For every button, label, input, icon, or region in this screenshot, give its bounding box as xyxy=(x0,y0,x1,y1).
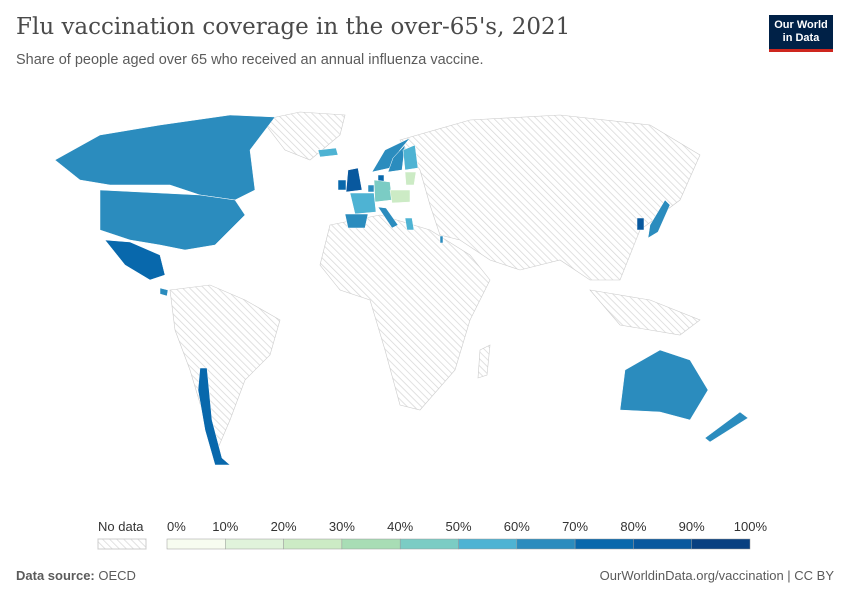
country-norway xyxy=(371,137,411,173)
legend-bin[interactable] xyxy=(574,538,634,550)
nodata-greenland xyxy=(261,111,346,161)
country-baltics xyxy=(404,171,417,186)
legend-bin[interactable] xyxy=(225,538,284,550)
legend-bin[interactable] xyxy=(516,538,576,550)
legend-tick-label: 30% xyxy=(329,519,355,534)
legend-no-data-swatch xyxy=(97,538,147,550)
world-map xyxy=(54,111,749,466)
legend-tick-label: 40% xyxy=(387,519,413,534)
country-new-zealand xyxy=(704,411,749,443)
country-israel xyxy=(439,235,444,244)
country-costa-rica xyxy=(159,287,169,297)
legend-tick-label: 10% xyxy=(212,519,238,534)
country-spain xyxy=(344,213,369,229)
source-value: OECD xyxy=(98,568,136,583)
legend-tick-label: 60% xyxy=(504,519,530,534)
legend-bin[interactable] xyxy=(166,538,226,550)
legend-bin[interactable] xyxy=(458,538,518,550)
legend-scale: No data 0% 10% 20% 30% 40% 50% 60% 70% 80% 90% 100… xyxy=(97,519,768,550)
nodata-madagascar xyxy=(477,344,491,379)
url-link[interactable]: OurWorldinData.org/vaccination | CC BY xyxy=(599,568,834,583)
nodata-se-asia xyxy=(589,289,701,336)
country-uk xyxy=(345,167,363,193)
legend-bin[interactable] xyxy=(341,538,401,550)
nodata-eurasia xyxy=(399,114,701,281)
country-france xyxy=(349,192,377,215)
country-ireland xyxy=(337,179,347,191)
chart-title: Flu vaccination coverage in the over-65'… xyxy=(16,14,571,40)
nodata-south-america xyxy=(169,284,281,456)
legend-tick-label: 100% xyxy=(734,519,768,534)
legend-tick-label: 0% xyxy=(167,519,186,534)
legend-tick-label: 70% xyxy=(562,519,588,534)
country-japan xyxy=(647,199,671,239)
source-label: Data source: xyxy=(16,568,95,583)
country-germany xyxy=(373,179,393,203)
country-finland xyxy=(402,144,419,171)
legend: No data 0% 10% 20% 30% 40% 50% 60% 70% 80% 90% 100… xyxy=(0,515,850,560)
legend-tick-label: 90% xyxy=(679,519,705,534)
legend-bin[interactable] xyxy=(283,538,343,550)
country-netherlands xyxy=(367,184,375,193)
country-usa xyxy=(99,189,246,251)
logo-line2: in Data xyxy=(782,32,820,44)
country-canada xyxy=(54,114,276,201)
legend-bin[interactable] xyxy=(633,538,692,550)
country-australia xyxy=(619,349,709,421)
legend-tick-label: 20% xyxy=(271,519,297,534)
country-sweden xyxy=(387,144,406,173)
nodata-africa xyxy=(319,214,491,411)
legend-no-data-label: No data xyxy=(98,519,144,534)
country-central-europe xyxy=(389,189,411,204)
legend-bin[interactable] xyxy=(399,538,459,550)
legend-bin[interactable] xyxy=(691,538,751,550)
legend-tick-label: 50% xyxy=(445,519,471,534)
owid-logo[interactable]: Our World in Data xyxy=(769,15,833,52)
legend-tick-label: 80% xyxy=(620,519,646,534)
source-note: Data source: OECD xyxy=(16,568,136,583)
country-italy xyxy=(377,206,399,229)
country-greece xyxy=(404,217,415,231)
logo-line1: Our World xyxy=(774,19,828,31)
country-chile xyxy=(197,367,231,466)
country-south-korea xyxy=(636,217,645,231)
country-mexico xyxy=(104,239,166,281)
country-iceland xyxy=(317,147,339,158)
chart-subtitle: Share of people aged over 65 who receive… xyxy=(16,52,484,68)
